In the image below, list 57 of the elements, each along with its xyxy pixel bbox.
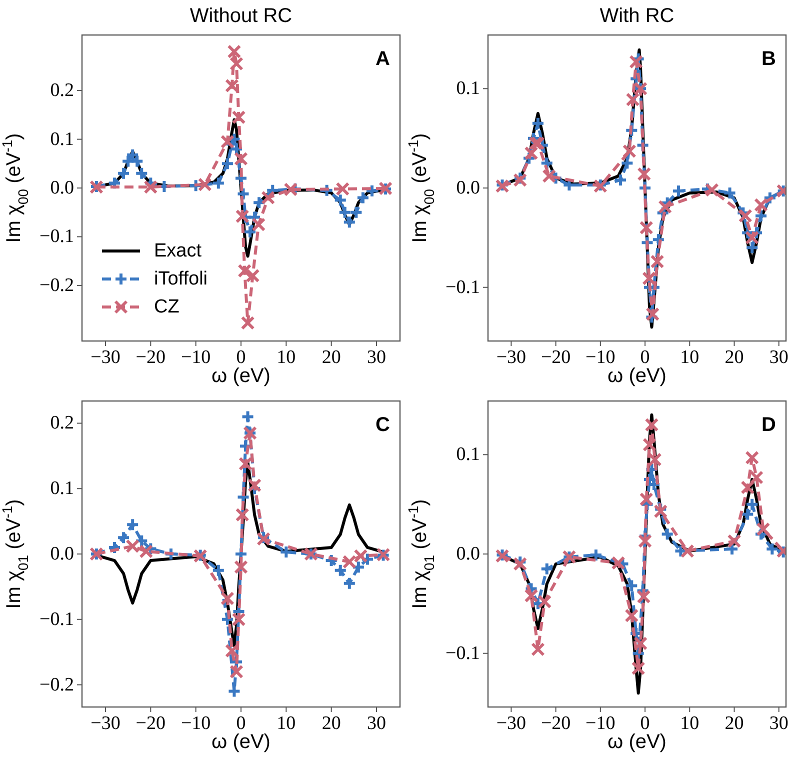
x-tick-label: −20	[540, 347, 571, 368]
x-tick-label: 30	[367, 713, 386, 734]
x-axis-title: ω (eV)	[212, 731, 270, 753]
x-tick-label: 30	[769, 347, 788, 368]
x-tick-label: 20	[322, 713, 341, 734]
x-tick-label: 20	[322, 347, 341, 368]
x-tick-label: −30	[90, 347, 120, 368]
legend-label: CZ	[154, 296, 180, 318]
x-tick-label: 30	[367, 347, 386, 368]
y-tick-label: 0.1	[50, 128, 74, 150]
x-axis-title: ω (eV)	[608, 731, 666, 753]
y-tick-label: −0.2	[40, 274, 74, 296]
x-tick-label: 10	[680, 347, 700, 368]
y-tick-label: 0.0	[50, 544, 74, 564]
x-tick-label: −10	[180, 347, 211, 368]
y-tick-label: 0.0	[456, 178, 480, 198]
y-tick-label: −0.2	[40, 674, 74, 696]
y-tick-label: −0.1	[446, 642, 480, 664]
x-tick-label: −30	[496, 347, 526, 368]
y-tick-label: 0.1	[456, 444, 480, 466]
x-tick-label: −30	[496, 713, 526, 734]
x-tick-label: 20	[724, 713, 744, 734]
x-tick-label: 30	[769, 713, 788, 734]
y-tick-label: 0.2	[50, 412, 74, 434]
legend-label: iToffoli	[154, 268, 208, 290]
y-tick-label: −0.1	[40, 226, 74, 248]
x-tick-label: 0	[236, 713, 246, 734]
x-tick-label: −10	[180, 713, 211, 734]
x-tick-label: 0	[640, 713, 650, 734]
x-tick-label: −20	[540, 713, 571, 734]
x-tick-label: 0	[640, 347, 650, 368]
y-tick-label: 0.1	[50, 478, 74, 500]
x-tick-label: 10	[680, 713, 700, 734]
annotation: D	[762, 414, 776, 436]
annotation: C	[376, 414, 390, 436]
x-tick-label: −30	[90, 713, 120, 734]
y-tick-label: 0.2	[50, 80, 74, 102]
annotation: A	[376, 48, 390, 70]
x-tick-label: −10	[586, 713, 616, 734]
x-tick-label: 10	[276, 347, 296, 368]
x-tick-label: 20	[724, 347, 744, 368]
y-tick-label: 0.0	[50, 178, 74, 198]
y-tick-label: −0.1	[40, 608, 74, 630]
x-tick-label: −10	[586, 347, 616, 368]
x-tick-label: 0	[236, 347, 246, 368]
y-tick-label: 0.1	[456, 78, 480, 100]
y-tick-label: −0.1	[446, 276, 480, 298]
chart-title: With RC	[600, 5, 674, 27]
x-tick-label: −20	[136, 347, 166, 368]
x-tick-label: 10	[276, 713, 296, 734]
legend-label: Exact	[154, 240, 202, 262]
y-tick-label: 0.0	[456, 544, 480, 564]
x-axis-title: ω (eV)	[608, 365, 666, 387]
annotation: B	[762, 48, 776, 70]
x-tick-label: −20	[136, 713, 166, 734]
chart-title: Without RC	[190, 5, 292, 27]
x-axis-title: ω (eV)	[212, 365, 270, 387]
